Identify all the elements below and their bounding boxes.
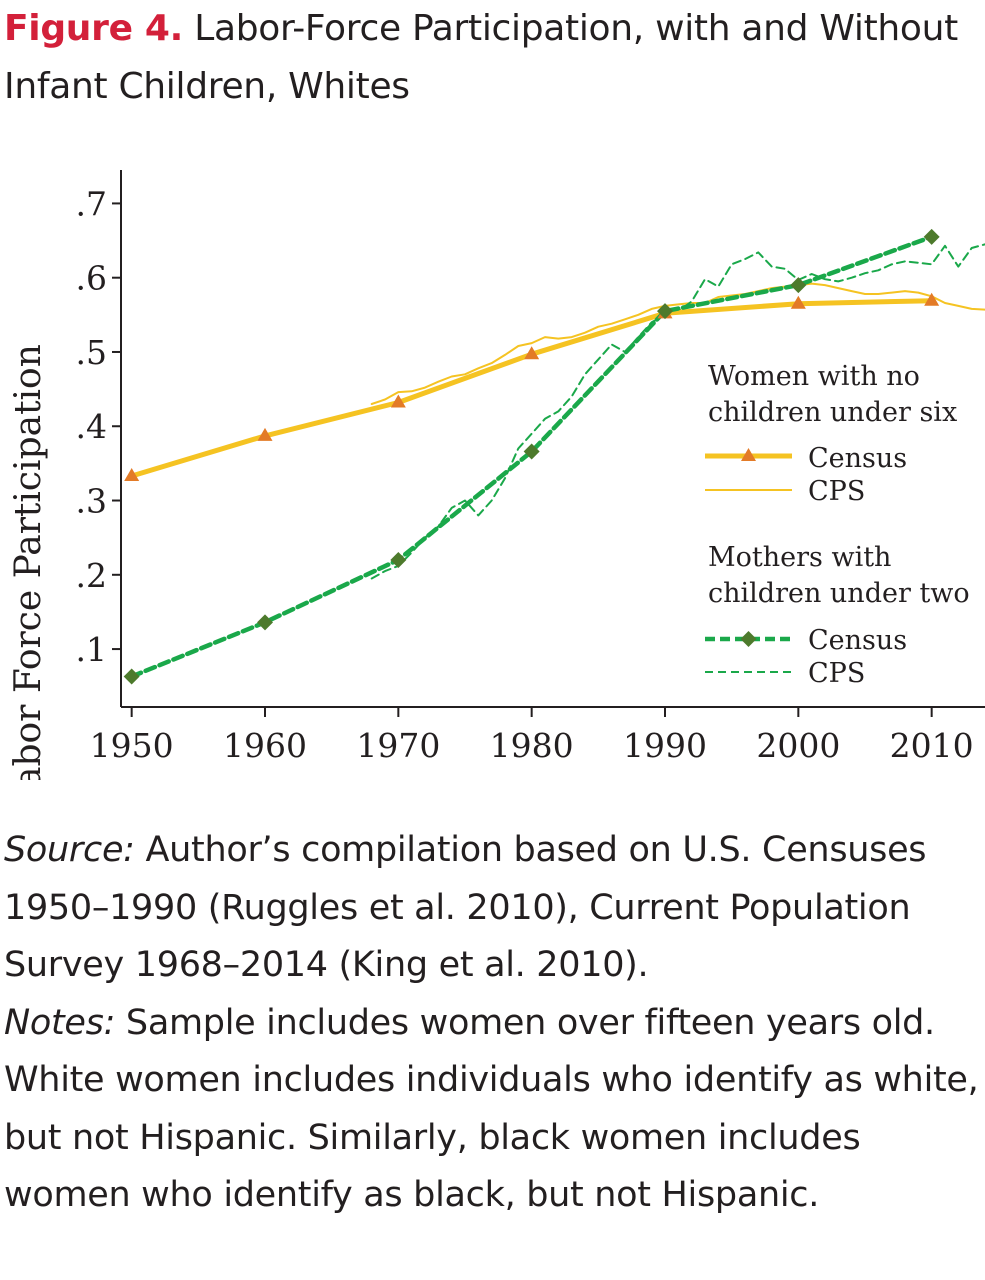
notes-paragraph: Notes: Sample includes women over fiftee… bbox=[4, 995, 979, 1225]
legend-census-label-2: Census bbox=[808, 625, 907, 656]
source-label: Source: bbox=[4, 830, 135, 870]
source-notes: Source: Author’s compilation based on U.… bbox=[4, 822, 979, 1225]
legend-triangle-marker bbox=[741, 448, 756, 461]
x-tick-label: 2000 bbox=[756, 726, 840, 765]
diamond-marker bbox=[790, 277, 807, 294]
y-tick-label: .3 bbox=[76, 482, 108, 521]
legend-group2-title-line2: children under two bbox=[708, 578, 970, 609]
legend-group1-title-line1: Women with no bbox=[708, 361, 920, 392]
triangle-marker bbox=[790, 295, 806, 309]
legend-group2-title-line1: Mothers with bbox=[708, 542, 891, 573]
y-tick-label: .2 bbox=[76, 556, 108, 595]
notes-text: Sample includes women over fifteen years… bbox=[4, 1002, 979, 1216]
diamond-marker bbox=[257, 614, 273, 631]
diamond-marker bbox=[657, 303, 673, 320]
x-tick-label: 1980 bbox=[490, 726, 574, 765]
legend-census-label-1: Census bbox=[808, 443, 907, 474]
figure-title-text: Labor-Force Participation, with and With… bbox=[4, 8, 958, 107]
diamond-marker bbox=[923, 228, 940, 245]
legend-cps-label-2: CPS bbox=[808, 658, 865, 689]
diamond-marker bbox=[123, 668, 140, 685]
y-tick-label: .4 bbox=[76, 407, 108, 446]
y-tick-label: .7 bbox=[76, 184, 108, 223]
x-tick-label: 1960 bbox=[223, 726, 307, 765]
diamond-marker bbox=[390, 551, 407, 568]
x-tick-label: 1990 bbox=[623, 726, 707, 765]
x-tick-label: 1950 bbox=[90, 726, 174, 765]
triangle-marker bbox=[524, 346, 540, 360]
triangle-marker bbox=[257, 427, 273, 441]
triangle-marker bbox=[124, 468, 140, 482]
diamond-marker bbox=[523, 443, 540, 460]
notes-label: Notes: bbox=[4, 1002, 116, 1043]
legend-cps-label-1: CPS bbox=[808, 476, 865, 507]
y-axis-title-group: Labor Force Participation bbox=[8, 344, 49, 780]
legend: Women with no children under six Census … bbox=[705, 361, 970, 689]
axes: .1 .2 .3 .4 .5 .6 .7 1950 1960 1970 1980 1990 2000 20… bbox=[76, 170, 985, 765]
line-chart: Labor Force Participation .1 .2 .3 .4 .5 .6 .7… bbox=[8, 170, 985, 780]
y-tick-label: .1 bbox=[76, 630, 108, 669]
x-tick-label: 1970 bbox=[356, 726, 440, 765]
legend-diamond-marker bbox=[740, 631, 757, 647]
x-tick-label: 2010 bbox=[890, 726, 974, 765]
legend-group1-title-line2: children under six bbox=[708, 397, 957, 428]
markers-layer bbox=[123, 228, 940, 685]
source-paragraph: Source: Author’s compilation based on U.… bbox=[4, 822, 979, 995]
y-tick-label: .5 bbox=[76, 333, 108, 372]
triangle-marker bbox=[924, 292, 940, 306]
figure-title: Figure 4. Labor-Force Participation, wit… bbox=[4, 0, 979, 116]
figure-label: Figure 4. bbox=[4, 8, 184, 49]
y-tick-label: .6 bbox=[76, 259, 108, 298]
series-line-no-children-cps bbox=[370, 282, 985, 405]
y-axis-title: Labor Force Participation bbox=[8, 344, 49, 780]
triangle-marker bbox=[390, 394, 406, 408]
source-text: Author’s compilation based on U.S. Censu… bbox=[4, 830, 927, 985]
